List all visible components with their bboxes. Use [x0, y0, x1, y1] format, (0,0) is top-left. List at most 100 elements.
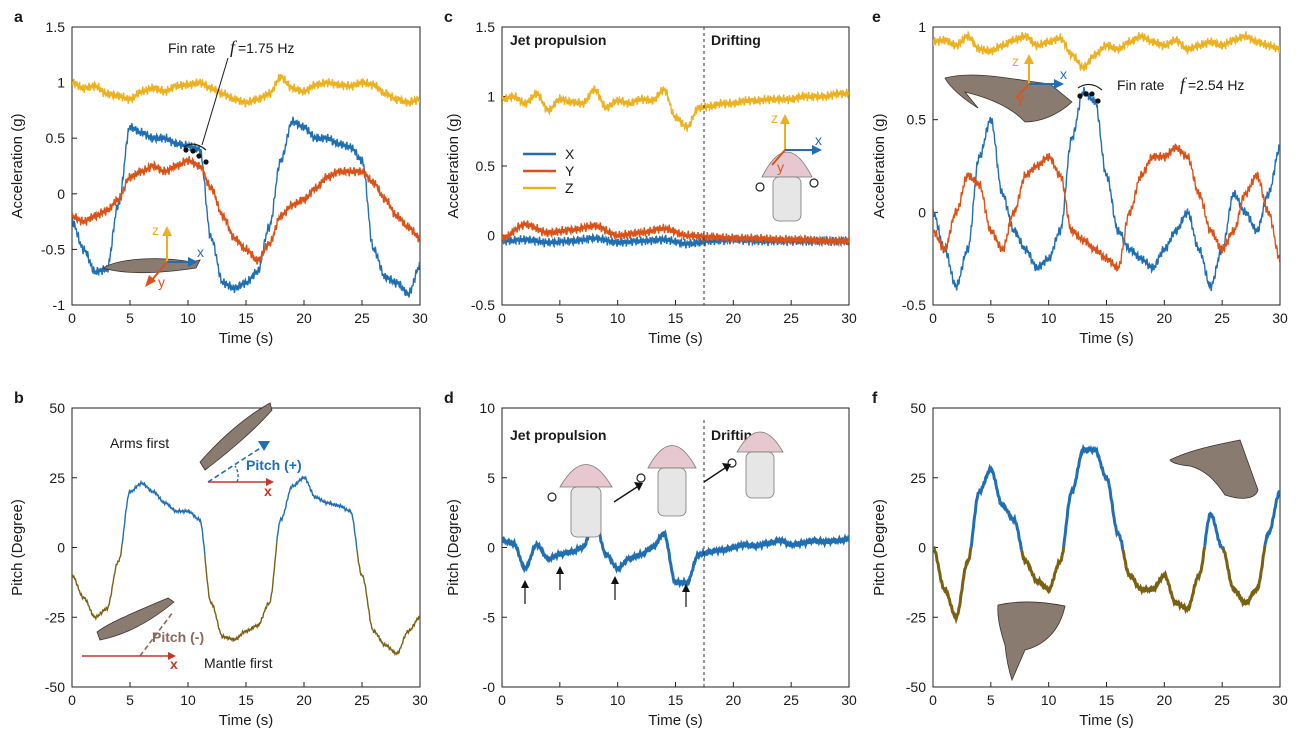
fin-rate-brace-e: [1077, 83, 1103, 91]
x-tick-label: 30: [412, 692, 428, 708]
series-line-f-pos-5: [1203, 511, 1223, 549]
sequence-arrowhead-1: [634, 482, 643, 491]
axis-label-x-b1: x: [264, 483, 272, 499]
series-line-f-neg-0: [933, 545, 973, 625]
series-line-f-pos-3: [1062, 443, 1125, 550]
fin-dot-e: [1089, 91, 1095, 97]
axis-label-z-e: z: [1012, 53, 1019, 69]
y-tick-label: -0.5: [471, 297, 495, 313]
panel-letter-c: c: [444, 9, 453, 26]
x-tick-label: 10: [610, 310, 626, 326]
pitch-neg-baseline-head: [168, 652, 176, 660]
y-tick-label: 10: [479, 400, 495, 416]
x-tick-label: 20: [1157, 310, 1173, 326]
series-line-c-z: [502, 84, 849, 132]
ray-icon-f-top: [1169, 439, 1259, 499]
x-axis-label-f: Time (s): [1079, 712, 1133, 729]
x-tick-label: 0: [68, 310, 76, 326]
x-tick-label: 15: [668, 692, 684, 708]
pitch-pos-arc: [234, 465, 239, 483]
ray-icon-f-bottom: [997, 601, 1066, 682]
fin-dot-a: [203, 159, 209, 165]
x-tick-label: 0: [929, 310, 937, 326]
axis-label-z-c: z: [771, 110, 778, 126]
x-tick-label: 15: [1099, 310, 1115, 326]
y-tick-label: -50: [906, 679, 926, 695]
sequence-arrowhead-2: [722, 463, 731, 472]
pitch-pos-arrow: [207, 444, 266, 483]
series-line-f-pos-7: [1221, 546, 1225, 549]
fin-dot-a: [196, 153, 202, 159]
y-tick-label: 0.5: [476, 158, 496, 174]
x-tick-label: 15: [238, 310, 254, 326]
axis-arrow-y-c: [771, 149, 786, 166]
jet-propulsion-label-d: Jet propulsion: [510, 427, 606, 443]
y-tick-label: -50: [45, 679, 65, 695]
fin-dot-a: [190, 148, 196, 154]
y-tick-label: 0: [57, 186, 65, 202]
y-tick-label: 1: [57, 75, 65, 91]
ray-icon-e: [944, 74, 1073, 123]
arms-first-label: Arms first: [110, 435, 169, 451]
axis-arrowhead-z-e: [1024, 54, 1034, 64]
y-tick-label: -0.5: [41, 241, 65, 257]
x-tick-label: 30: [412, 310, 428, 326]
series-line-a-x: [72, 116, 420, 298]
axis-label-x-b2: x: [170, 656, 178, 672]
panel-a: a 0 5 10 15 20 25 30 1.5 1 0.5 0 -0.5 -1 Time (s) Accel…: [9, 9, 428, 347]
x-tick-label: 30: [1272, 692, 1288, 708]
legend-label-x: X: [565, 146, 575, 162]
y-axis-label-d: Pitch (Degree): [445, 499, 462, 596]
x-tick-label: 0: [68, 692, 76, 708]
fin-rate-label-e: Fin rate: [1117, 77, 1165, 93]
y-tick-label: 0: [57, 540, 65, 556]
pitch-neg-label: Pitch (-): [152, 629, 204, 645]
fin-dot-a: [183, 147, 189, 153]
x-tick-label: 25: [354, 310, 370, 326]
y-tick-label: 0: [487, 228, 495, 244]
x-tick-label: 20: [296, 692, 312, 708]
axis-label-x-e: x: [1060, 66, 1067, 82]
jellyfish-icon-d2: [636, 445, 697, 517]
y-tick-label: -25: [906, 609, 926, 625]
axis-label-z-a: z: [152, 222, 159, 238]
fin-dot-e: [1083, 91, 1089, 97]
y-tick-label: 1.5: [476, 19, 496, 35]
y-tick-label: -0: [483, 679, 496, 695]
y-tick-label: 0: [487, 540, 495, 556]
axis-arrowhead-y-a: [145, 275, 156, 287]
axis-label-y-a: y: [158, 274, 165, 290]
pitch-pos-arrowhead: [258, 441, 270, 451]
y-tick-label: 1: [918, 19, 926, 35]
series-line-b-pos-3: [276, 475, 358, 549]
panel-letter-e: e: [872, 9, 881, 26]
mantle-first-label: Mantle first: [204, 655, 273, 671]
x-tick-label: 15: [668, 310, 684, 326]
series-line-a-z: [72, 73, 420, 108]
series-line-b-neg-2: [204, 542, 278, 643]
pitch-pos-label: Pitch (+): [246, 457, 302, 473]
x-tick-label: 10: [1041, 692, 1057, 708]
panel-letter-a: a: [14, 9, 23, 26]
y-tick-label: 0.5: [46, 130, 66, 146]
drifting-label-c: Drifting: [711, 32, 761, 48]
x-axis-label-b: Time (s): [219, 712, 273, 729]
sequence-arrow-1: [613, 484, 641, 503]
x-tick-label: 5: [126, 310, 134, 326]
x-tick-label: 0: [498, 692, 506, 708]
panel-letter-d: d: [444, 390, 454, 407]
y-axis-label-c: Acceleration (g): [445, 113, 462, 218]
x-tick-label: 25: [1214, 692, 1230, 708]
series-line-f-pos-9: [1263, 489, 1280, 546]
series-line-e-y: [933, 143, 1280, 272]
fin-dot-e: [1095, 98, 1101, 104]
axis-label-x-a: x: [197, 244, 204, 260]
x-tick-label: 5: [556, 310, 564, 326]
y-tick-label: 50: [910, 400, 926, 416]
peak-arrowhead-4: [682, 584, 690, 592]
pitch-neg-arrow: [139, 611, 174, 657]
y-tick-label: 0: [918, 204, 926, 220]
